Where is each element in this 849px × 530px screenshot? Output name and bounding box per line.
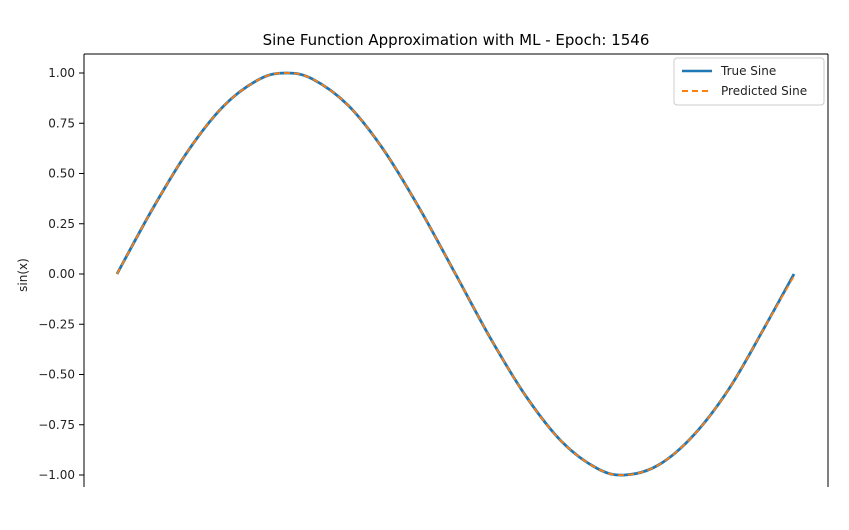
y-tick-label: 1.00 bbox=[48, 66, 75, 80]
y-tick-label: 0.75 bbox=[48, 116, 75, 130]
axes bbox=[83, 53, 829, 487]
y-ticks: 1.00 0.75 0.50 0.25 0.00 −0.25 −0.50 −0.75 −1.00 bbox=[38, 66, 84, 482]
series-line-predicted-sine bbox=[116, 72, 795, 477]
legend-label-predicted-sine: Predicted Sine bbox=[721, 84, 807, 98]
y-tick-label: −1.00 bbox=[38, 468, 75, 482]
y-tick-label: 0.00 bbox=[48, 267, 75, 281]
y-tick-label: −0.50 bbox=[38, 368, 75, 382]
y-tick-label: 0.25 bbox=[48, 217, 75, 231]
y-tick-label: 0.50 bbox=[48, 167, 75, 181]
series-group bbox=[115, 71, 796, 477]
legend-label-true-sine: True Sine bbox=[720, 64, 776, 78]
legend: True Sine Predicted Sine bbox=[673, 57, 825, 106]
chart-title: Sine Function Approximation with ML - Ep… bbox=[263, 31, 650, 49]
y-tick-label: −0.75 bbox=[38, 418, 75, 432]
y-axis-label: sin(x) bbox=[16, 258, 30, 292]
y-tick-label: −0.25 bbox=[38, 317, 75, 331]
